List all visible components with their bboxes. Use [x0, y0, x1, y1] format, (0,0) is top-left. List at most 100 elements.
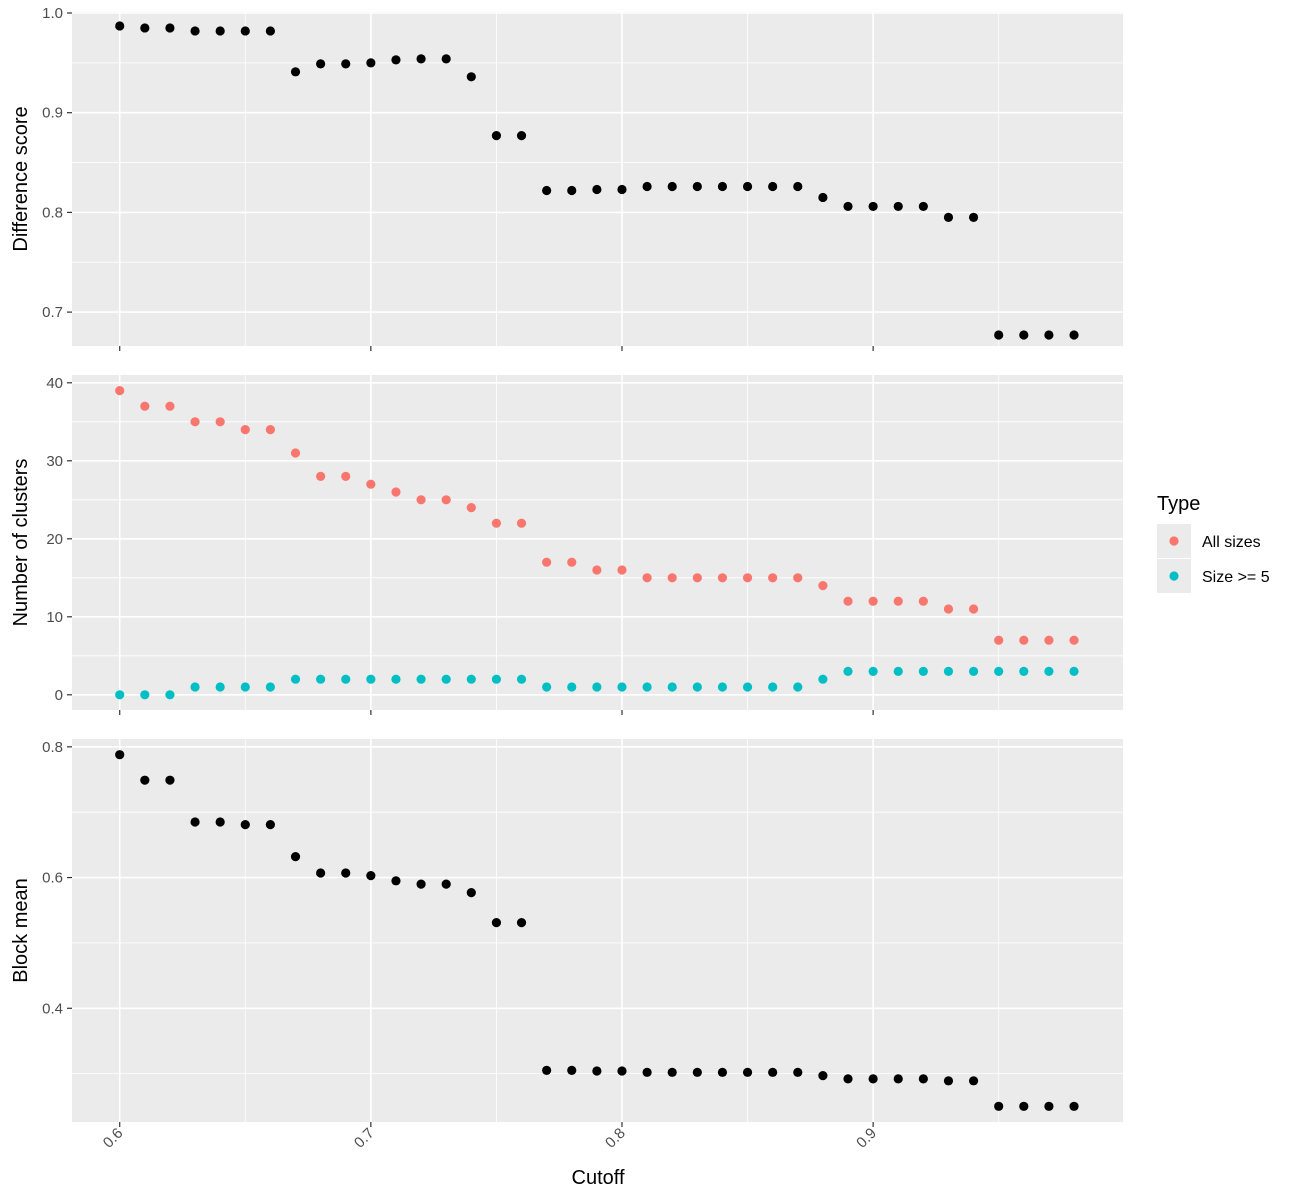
data-point [290, 448, 301, 458]
panel-clusters: 0 10 20 30 40 Number of clusters [10, 375, 1123, 715]
data-point [692, 682, 702, 692]
data-point [742, 573, 753, 583]
data-point [567, 1065, 577, 1075]
data-point [366, 674, 376, 684]
data-point [617, 184, 627, 195]
data-point [1019, 1101, 1029, 1111]
y-tick-label: 0 [55, 687, 63, 704]
data-point [165, 775, 175, 785]
panel-block: 0.4 0.6 0.8 Block mean 0.6 0.7 0.8 0.9 [10, 739, 1123, 1152]
data-point [818, 1070, 828, 1081]
data-point [165, 23, 175, 33]
data-point [918, 596, 928, 606]
data-point [768, 1067, 778, 1077]
data-point [642, 1067, 652, 1077]
data-point [516, 518, 527, 528]
data-point [1044, 635, 1054, 645]
data-point [717, 573, 728, 583]
y-tick-label: 0.8 [42, 204, 63, 221]
data-point [240, 26, 250, 36]
data-point [190, 26, 200, 36]
data-point [793, 682, 803, 692]
data-point [416, 674, 426, 684]
data-point [943, 1076, 954, 1086]
y-axis-title: Difference score [10, 106, 32, 251]
data-point [265, 424, 275, 435]
data-point [717, 1067, 728, 1077]
data-point [140, 401, 150, 411]
data-point [466, 72, 476, 82]
data-point [692, 573, 702, 583]
data-point [491, 518, 502, 528]
data-point [968, 666, 979, 676]
data-point [391, 55, 401, 65]
data-point [768, 181, 778, 192]
data-point [592, 184, 602, 195]
data-point [165, 690, 175, 700]
data-point [215, 417, 225, 427]
data-point [667, 1067, 677, 1077]
data-point [692, 1067, 702, 1077]
data-point [265, 26, 275, 36]
data-point [567, 185, 577, 196]
data-point [215, 26, 225, 36]
data-point [868, 201, 878, 212]
data-point [140, 775, 150, 785]
panel-background [72, 739, 1123, 1122]
data-point [1069, 330, 1079, 340]
data-point [968, 212, 979, 222]
data-point [215, 682, 225, 692]
legend-dot-size-5 [1169, 571, 1179, 581]
data-point [742, 1067, 753, 1077]
y-tick-label: 0.9 [42, 105, 63, 122]
y-tick-label: 10 [46, 609, 63, 626]
data-point [994, 1101, 1004, 1111]
legend-label-all-sizes: All sizes [1202, 534, 1261, 551]
data-point [240, 682, 250, 692]
y-tick-label: 0.7 [42, 304, 63, 321]
data-point [491, 918, 502, 928]
data-point [316, 471, 326, 481]
data-point [793, 1067, 803, 1077]
data-point [516, 131, 527, 141]
data-point [441, 495, 451, 505]
x-tick-label: 0.9 [853, 1125, 880, 1152]
data-point [516, 674, 527, 684]
data-point [240, 424, 250, 435]
data-point [793, 573, 803, 583]
data-point [542, 185, 552, 196]
data-point [366, 58, 376, 68]
data-point [542, 557, 552, 567]
data-point [140, 690, 150, 700]
data-point [642, 682, 652, 692]
data-point [466, 887, 476, 898]
data-point [1044, 330, 1054, 340]
data-point [316, 868, 326, 878]
data-point [592, 682, 602, 692]
data-point [115, 385, 125, 396]
panels: 0.7 0.8 0.9 1.0 Difference score 0 10 20 30 40 Num… [10, 5, 1123, 1152]
data-point [190, 417, 200, 427]
data-point [341, 674, 351, 684]
data-point [416, 495, 426, 505]
data-point [1069, 635, 1079, 645]
data-point [316, 674, 326, 684]
y-tick-label: 30 [46, 453, 63, 470]
data-point [240, 820, 250, 830]
x-tick-label: 0.7 [351, 1125, 378, 1152]
data-point [441, 54, 451, 64]
data-point [617, 682, 627, 692]
data-point [918, 1074, 928, 1084]
data-point [968, 604, 979, 614]
data-point [115, 21, 125, 31]
data-point [265, 682, 275, 692]
y-tick-label: 0.4 [42, 1000, 63, 1017]
data-point [692, 181, 702, 192]
y-tick-label: 0.8 [42, 739, 63, 756]
data-point [190, 817, 200, 827]
data-point [567, 557, 577, 567]
y-tick-label: 0.6 [42, 870, 63, 887]
data-point [215, 817, 225, 827]
data-point [391, 674, 401, 684]
